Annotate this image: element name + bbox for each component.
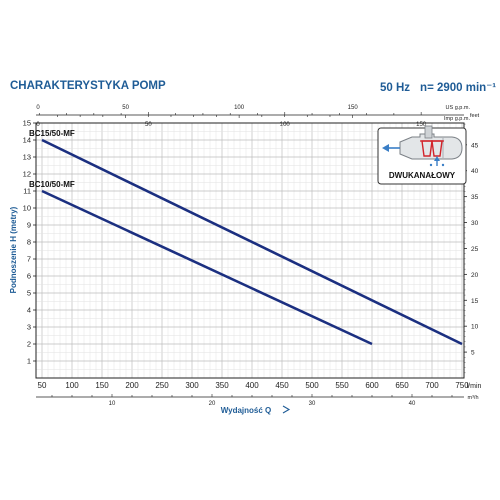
x-tick-label: 400 — [245, 381, 259, 390]
usgpm-unit-label: US g.p.m. — [446, 105, 471, 111]
y-tick-label: 11 — [23, 187, 31, 196]
y-tick-label: 8 — [27, 238, 31, 247]
x-tick-label: 150 — [95, 381, 109, 390]
inlet-arrow-icon — [429, 156, 445, 167]
usgpm-tick-label: 100 — [234, 105, 245, 111]
x-tick-label: 650 — [395, 381, 409, 390]
grid — [35, 122, 465, 379]
x-axis-title: Wydajność Q — [221, 406, 272, 415]
impgpm-tick-label: 100 — [280, 122, 291, 128]
x-tick-label: 600 — [365, 381, 379, 390]
diagram-label: DWUKANAŁOWY — [389, 171, 456, 180]
feet-tick-label: 5 — [471, 350, 475, 357]
x-tick-label: 700 — [425, 381, 439, 390]
x-unit-label: l/min — [467, 383, 482, 390]
series-label-2: BC10/50-MF — [29, 180, 75, 189]
usgpm-tick-label: 0 — [36, 105, 40, 111]
plot-frame — [35, 122, 465, 379]
feet-tick-label: 35 — [471, 194, 479, 201]
feet-tick-label: 25 — [471, 246, 479, 253]
x-tick-label: 200 — [125, 381, 139, 390]
feet-tick-label: 15 — [471, 298, 479, 305]
m3h-tick-label: 20 — [209, 401, 216, 407]
y-tick-label: 10 — [23, 204, 31, 213]
y-tick-label: 12 — [23, 170, 31, 179]
x-tick-label: 100 — [65, 381, 79, 390]
x-tick-label: 300 — [185, 381, 199, 390]
impgpm-tick-label: 0 — [36, 122, 40, 128]
y-tick-label: 14 — [23, 136, 31, 145]
y-tick-label: 5 — [27, 289, 31, 298]
y-tick-label: 6 — [27, 272, 31, 281]
x-tick-label: 550 — [335, 381, 349, 390]
pump-spec: 50 Hz n= 2900 min⁻¹ — [380, 80, 496, 94]
impgpm-tick-label: 50 — [145, 122, 152, 128]
impgpm-tick-label: 150 — [416, 122, 427, 128]
pump-body-icon — [399, 125, 463, 160]
feet-tick-label: 10 — [471, 324, 479, 331]
usgpm-tick-label: 50 — [122, 105, 129, 111]
x-tick-label: 500 — [305, 381, 319, 390]
feet-tick-label: 45 — [471, 142, 479, 149]
chart-title: CHARAKTERYSTYKA POMP — [10, 80, 166, 92]
m3h-unit-label: m³/h — [468, 395, 479, 401]
x-tick-label: 450 — [275, 381, 289, 390]
speed-label: n= 2900 min⁻¹ — [420, 82, 497, 94]
feet-tick-label: 40 — [471, 168, 479, 175]
y-tick-label: 9 — [27, 221, 31, 230]
usgpm-tick-label: 150 — [348, 105, 359, 111]
m3h-tick-label: 10 — [109, 401, 116, 407]
m3h-tick-label: 30 — [309, 401, 316, 407]
y-tick-label: 1 — [27, 357, 31, 366]
y-tick-label: 2 — [27, 340, 31, 349]
series-label-1: BC15/50-MF — [29, 129, 75, 138]
feet-unit-label: feet — [470, 113, 480, 119]
impgpm-unit-label: Imp g.p.m. — [444, 116, 470, 122]
x-tick-label: 50 — [38, 381, 47, 390]
m3h-tick-label: 40 — [409, 401, 416, 407]
y-tick-label: 13 — [23, 153, 31, 162]
x-axis-arrow-icon — [282, 405, 291, 414]
flow-arrow-icon — [382, 144, 400, 152]
y-tick-label: 7 — [27, 255, 31, 264]
series-line-1 — [41, 138, 463, 346]
y-axis-title: Podnoszenie H (metry) — [9, 206, 18, 293]
top-axes: 0 50 100 150 US g.p.m. 0 50 100 150 Imp g.p.m. — [36, 105, 470, 128]
y-axis-right-feet: feet 5 10 15 20 25 30 35 40 45 — [464, 113, 480, 374]
pump-diagram: DWUKANAŁOWY — [377, 125, 467, 185]
feet-tick-label: 20 — [471, 272, 479, 279]
x-tick-label: 250 — [155, 381, 169, 390]
feet-tick-label: 30 — [471, 220, 479, 227]
x-tick-label: 750 — [455, 381, 469, 390]
frequency-label: 50 Hz — [380, 82, 411, 94]
y-tick-label: 4 — [27, 306, 31, 315]
y-tick-label: 15 — [23, 119, 31, 128]
x-axis-bottom: 50 100 150 200 250 300 350 400 450 500 550 600 650 70… — [36, 381, 482, 415]
y-tick-label: 3 — [27, 323, 31, 332]
series-line-2 — [41, 189, 373, 346]
series-layer: BC15/50-MF BC10/50-MF — [29, 129, 463, 346]
x-tick-label: 350 — [215, 381, 229, 390]
